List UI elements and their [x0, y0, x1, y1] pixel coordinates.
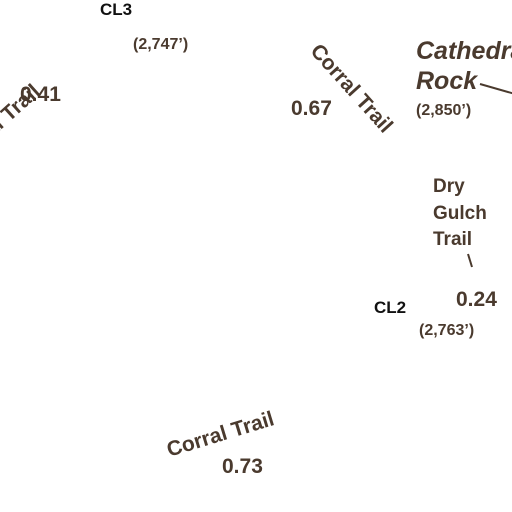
landmark-name-line2: Rock [416, 67, 478, 95]
trail-distance-corral-south: 0.73 [222, 455, 263, 478]
waypoint-code-cl3: CL3 [100, 0, 133, 19]
waypoint-elevation-cl3: (2,747’) [133, 36, 189, 53]
dry-gulch-leader [467, 253, 473, 268]
waypoint-code-cl2: CL2 [374, 298, 407, 317]
trail-distance-corral-north: 0.67 [291, 97, 332, 120]
cathedral-rock-leader [479, 83, 512, 95]
waypoint-elevation-cl2: (2,763’) [419, 322, 475, 339]
trail-label-dry-gulch: Dry Gulch Trail [433, 176, 487, 251]
landmark-elevation: (2,850’) [416, 102, 472, 119]
trail-distance-dry-gulch: 0.24 [456, 288, 497, 311]
trail-distance-corral-nw: 0.41 [20, 83, 61, 106]
landmark-name-line1: Cathedral [416, 37, 512, 65]
